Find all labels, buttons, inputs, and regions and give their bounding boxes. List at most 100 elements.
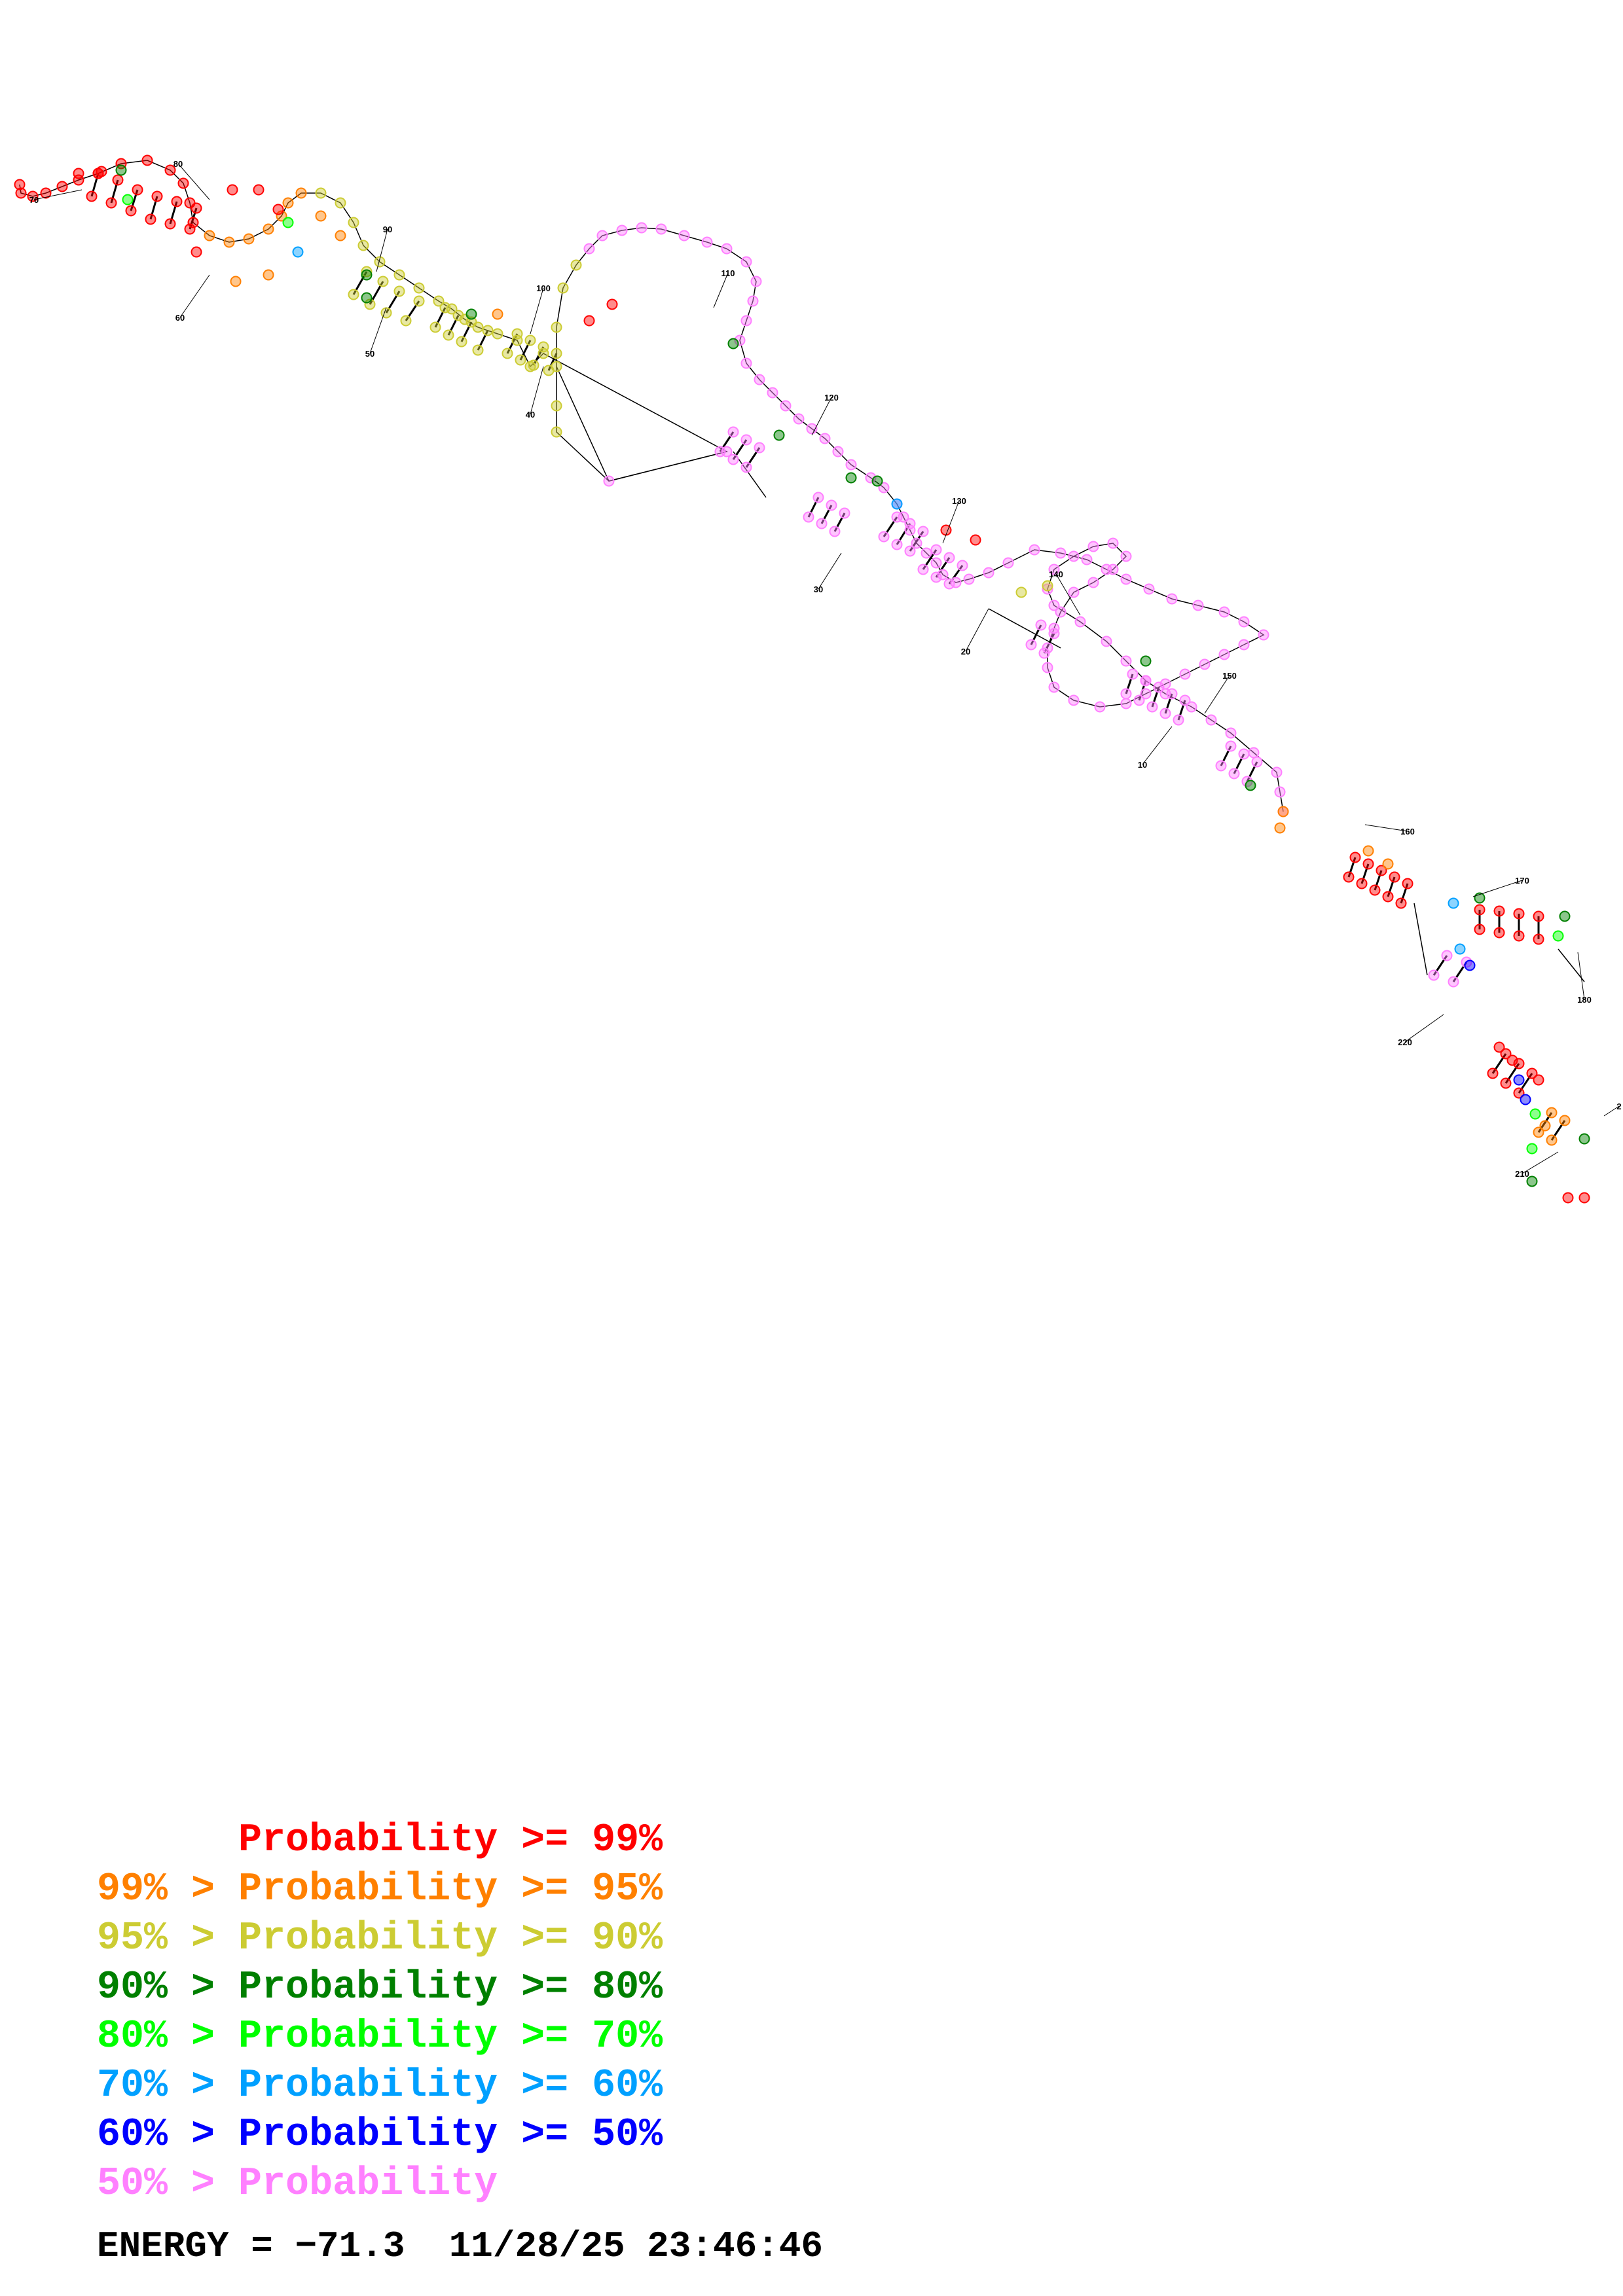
base-pair-bond bbox=[130, 189, 139, 211]
nucleotide bbox=[616, 224, 628, 236]
nucleotide bbox=[86, 190, 98, 202]
nucleotide bbox=[754, 442, 765, 454]
numbering-tick bbox=[177, 163, 210, 200]
nucleotide bbox=[1277, 806, 1289, 817]
nucleotide bbox=[551, 400, 562, 412]
nucleotide bbox=[678, 230, 690, 242]
nucleotide bbox=[1513, 908, 1525, 920]
nucleotide bbox=[1493, 905, 1505, 917]
backbone-line bbox=[19, 160, 1284, 812]
base-pair-bond bbox=[1400, 883, 1409, 904]
nucleotide bbox=[230, 276, 242, 287]
nucleotide bbox=[501, 348, 513, 359]
nucleotide bbox=[1055, 606, 1067, 618]
nucleotide bbox=[606, 298, 618, 310]
nucleotide bbox=[1349, 852, 1361, 863]
legend-row: 80% > Probability >= 70% bbox=[97, 2017, 663, 2056]
nucleotide bbox=[393, 269, 405, 281]
nucleotide bbox=[377, 276, 389, 287]
nucleotide bbox=[492, 328, 503, 340]
nucleotide bbox=[701, 236, 713, 248]
legend-prefix bbox=[97, 1818, 238, 1863]
nucleotide bbox=[819, 433, 831, 444]
nucleotide bbox=[472, 321, 484, 333]
nucleotide bbox=[191, 246, 202, 258]
nucleotide bbox=[1274, 786, 1286, 798]
nucleotide bbox=[921, 547, 932, 559]
nucleotide bbox=[943, 552, 955, 564]
nucleotide bbox=[132, 184, 143, 196]
nucleotide bbox=[740, 256, 752, 268]
nucleotide bbox=[1376, 865, 1387, 876]
nucleotide bbox=[898, 511, 909, 523]
nucleotide bbox=[1493, 927, 1505, 939]
nucleotide bbox=[357, 240, 369, 251]
nucleotide bbox=[315, 187, 327, 199]
nucleotide bbox=[1173, 714, 1184, 726]
numbering-tick bbox=[713, 272, 729, 308]
nucleotide bbox=[1248, 747, 1260, 759]
nucleotide bbox=[524, 361, 536, 372]
nucleotide bbox=[1048, 600, 1060, 611]
nucleotide bbox=[1428, 969, 1440, 981]
legend-row: Probability >= 99% bbox=[97, 1821, 663, 1860]
nucleotide bbox=[538, 348, 549, 359]
nucleotide bbox=[227, 184, 238, 196]
backbone-layer bbox=[19, 160, 1585, 982]
legend-prefix: 50% > bbox=[97, 2162, 239, 2206]
nucleotide bbox=[1140, 688, 1152, 700]
numbering-tick bbox=[369, 307, 387, 354]
base-pair-bond bbox=[1518, 1073, 1533, 1094]
nucleotide bbox=[750, 276, 762, 287]
legend-row: 60% > Probability >= 50% bbox=[97, 2115, 663, 2155]
nucleotide bbox=[740, 315, 752, 327]
nucleotide bbox=[1025, 639, 1037, 651]
nucleotide bbox=[1166, 593, 1178, 605]
nucleotide bbox=[1238, 639, 1250, 651]
numbering-tick bbox=[1364, 824, 1408, 832]
nucleotide bbox=[1356, 878, 1368, 889]
nucleotide bbox=[1546, 1107, 1558, 1119]
nucleotide bbox=[1513, 1074, 1525, 1086]
base-pair-bond bbox=[149, 196, 158, 220]
legend-row: 50% > Probability bbox=[97, 2164, 498, 2204]
nucleotide bbox=[14, 179, 26, 190]
nucleotide bbox=[145, 213, 156, 225]
nucleotide bbox=[1362, 845, 1374, 857]
nucleotide bbox=[917, 564, 929, 575]
nucleotide bbox=[904, 545, 916, 557]
base-pair-bond bbox=[820, 505, 833, 524]
nucleotide bbox=[1107, 537, 1119, 549]
nucleotide bbox=[393, 285, 405, 297]
nucleotide bbox=[727, 426, 739, 438]
nucleotide bbox=[164, 164, 176, 176]
backbone-segment bbox=[608, 451, 727, 482]
base-pair-bond bbox=[385, 291, 401, 314]
nucleotide bbox=[482, 325, 494, 336]
nucleotide bbox=[1500, 1077, 1512, 1089]
nucleotide bbox=[1120, 550, 1132, 562]
energy-footer: ENERGY = −71.3 11/28/25 23:46:46 bbox=[97, 2225, 823, 2267]
nucleotide bbox=[122, 194, 134, 206]
rna-secondary-structure-diagram: 10 20 30 40 50 60 70 80 90 100 110 120 130 140 150 160 1… bbox=[14, 154, 1622, 1204]
legend-label: Probability >= 90% bbox=[238, 1916, 663, 1961]
nucleotide bbox=[1035, 619, 1047, 631]
nucleotide bbox=[1153, 681, 1165, 693]
numbering-tick bbox=[811, 397, 832, 436]
numbering-tick bbox=[530, 366, 544, 415]
nucleotide bbox=[1454, 943, 1466, 955]
nucleotide bbox=[1074, 616, 1086, 628]
backbone-segment bbox=[556, 366, 610, 482]
nucleotide bbox=[413, 282, 425, 294]
nucleotide bbox=[826, 499, 837, 511]
nucleotide bbox=[740, 434, 752, 446]
nucleotide bbox=[970, 534, 981, 546]
numbering-label: 120 bbox=[824, 393, 839, 403]
base-pair-bond bbox=[447, 315, 460, 336]
nucleotide bbox=[1441, 950, 1453, 961]
nucleotide bbox=[27, 190, 39, 202]
legend-label: Probability >= 95% bbox=[238, 1867, 663, 1912]
legend-row: 99% > Probability >= 95% bbox=[97, 1870, 663, 1909]
nucleotide bbox=[1513, 1058, 1525, 1069]
numbering-tick bbox=[530, 287, 544, 334]
